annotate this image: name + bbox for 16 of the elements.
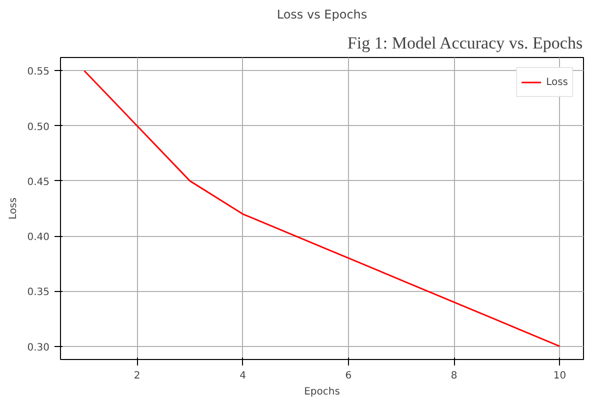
- y-axis-title: Loss: [8, 198, 20, 220]
- y-tick-label: 0.30: [27, 342, 50, 354]
- x-tick-label: 8: [450, 370, 458, 382]
- x-tick-label: 2: [134, 370, 140, 382]
- x-tick-label: 6: [345, 370, 352, 382]
- x-tick-label: 10: [553, 370, 566, 382]
- chart-title: Loss vs Epochs: [276, 8, 368, 22]
- caption: Fig 1: Model Accuracy vs. Epochs: [347, 34, 583, 52]
- x-tick-label: 4: [240, 370, 246, 382]
- y-tick-label: 0.45: [27, 176, 50, 188]
- x-axis-title: Epochs: [304, 386, 340, 398]
- y-tick-label: 0.40: [27, 232, 50, 244]
- y-tick-label: 0.35: [27, 287, 50, 298]
- y-tick-label: 0.55: [27, 66, 50, 78]
- y-tick-label: 0.50: [27, 122, 50, 133]
- legend-label: Loss: [546, 76, 568, 88]
